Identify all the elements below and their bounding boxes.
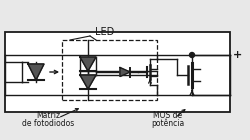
Text: de fotodiodos: de fotodiodos (22, 118, 74, 128)
Text: MOS de: MOS de (154, 111, 182, 121)
Circle shape (190, 52, 194, 58)
Polygon shape (80, 57, 96, 71)
Text: LED: LED (96, 27, 114, 37)
Polygon shape (80, 75, 96, 89)
Polygon shape (120, 67, 130, 76)
Bar (5, 32, 230, 112)
Bar (62, 40, 157, 100)
Text: potência: potência (152, 118, 184, 128)
Polygon shape (28, 64, 44, 80)
Text: Matriz: Matriz (36, 111, 60, 121)
Text: +: + (233, 50, 242, 60)
